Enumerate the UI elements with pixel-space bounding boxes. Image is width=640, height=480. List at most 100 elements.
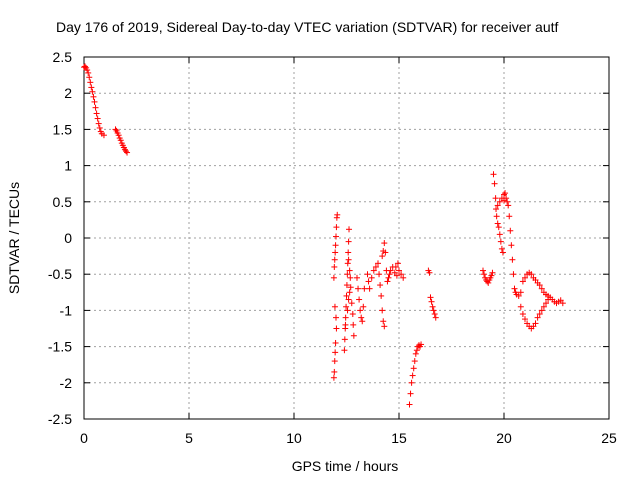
x-axis-label: GPS time / hours bbox=[292, 458, 399, 474]
data-point bbox=[332, 242, 339, 249]
data-point bbox=[333, 314, 339, 321]
data-point bbox=[370, 267, 377, 274]
y-axis-label: SDTVAR / TECUs bbox=[6, 182, 22, 294]
x-tick-label: 10 bbox=[286, 430, 302, 446]
data-point bbox=[488, 272, 495, 279]
data-point bbox=[90, 93, 97, 100]
data-point bbox=[85, 69, 92, 76]
data-point bbox=[501, 191, 507, 198]
data-point bbox=[331, 303, 338, 310]
data-point bbox=[480, 267, 486, 274]
data-point bbox=[333, 224, 340, 231]
data-point bbox=[342, 314, 349, 321]
data-point bbox=[375, 260, 381, 267]
data-point bbox=[84, 67, 91, 74]
y-tick-label: 0.5 bbox=[53, 194, 73, 210]
data-point bbox=[345, 256, 352, 263]
data-point bbox=[496, 198, 503, 205]
data-point bbox=[522, 316, 528, 323]
data-point bbox=[345, 296, 352, 303]
data-point bbox=[394, 260, 401, 267]
data-point bbox=[93, 110, 100, 117]
data-point bbox=[365, 278, 372, 285]
data-point bbox=[381, 240, 388, 247]
data-point bbox=[428, 298, 435, 305]
data-point bbox=[112, 126, 119, 133]
data-point bbox=[502, 190, 509, 197]
data-point bbox=[481, 271, 488, 278]
y-tick-label: 1 bbox=[64, 158, 72, 174]
data-point bbox=[431, 311, 438, 318]
data-point bbox=[343, 303, 350, 310]
data-point bbox=[507, 227, 514, 234]
data-point bbox=[95, 120, 102, 127]
data-point bbox=[384, 278, 391, 285]
data-point bbox=[432, 314, 439, 321]
data-point bbox=[376, 271, 383, 278]
data-point bbox=[115, 132, 122, 139]
data-point bbox=[392, 263, 399, 270]
data-point bbox=[515, 292, 522, 299]
data-point bbox=[350, 332, 357, 339]
data-point bbox=[508, 242, 515, 249]
data-point bbox=[331, 256, 338, 263]
y-tick-label: -2 bbox=[60, 375, 73, 391]
data-point bbox=[344, 307, 351, 314]
data-point bbox=[540, 303, 547, 310]
chart-title: Day 176 of 2019, Sidereal Day-to-day VTE… bbox=[56, 19, 559, 35]
data-point bbox=[396, 267, 402, 274]
data-point bbox=[497, 238, 504, 245]
data-point bbox=[430, 307, 437, 314]
y-tick-label: 2 bbox=[64, 85, 72, 101]
data-point bbox=[355, 285, 362, 292]
data-point bbox=[379, 307, 386, 314]
data-point bbox=[368, 274, 375, 281]
data-point bbox=[341, 336, 348, 343]
data-point bbox=[393, 272, 400, 279]
data-point bbox=[489, 269, 496, 276]
data-point bbox=[378, 292, 385, 299]
data-point bbox=[347, 284, 354, 291]
y-tick-label: 1.5 bbox=[53, 121, 73, 137]
data-point bbox=[511, 285, 518, 292]
y-tick-label: -2.5 bbox=[48, 411, 72, 427]
data-point bbox=[91, 98, 98, 105]
data-point bbox=[496, 231, 503, 238]
data-point bbox=[100, 132, 107, 139]
data-point bbox=[501, 197, 507, 204]
data-point bbox=[354, 274, 360, 281]
data-point bbox=[412, 350, 419, 357]
data-point bbox=[361, 285, 368, 292]
data-point bbox=[346, 267, 353, 274]
data-point bbox=[96, 124, 103, 131]
data-point bbox=[409, 372, 416, 379]
data-point bbox=[357, 307, 364, 314]
data-point bbox=[429, 303, 436, 310]
data-point bbox=[536, 311, 543, 318]
data-point bbox=[485, 279, 492, 286]
data-point bbox=[538, 307, 545, 314]
data-point bbox=[519, 278, 526, 285]
data-point bbox=[92, 104, 99, 111]
data-point bbox=[427, 294, 434, 301]
data-point bbox=[381, 323, 388, 330]
y-tick-label: 2.5 bbox=[53, 49, 73, 65]
data-point bbox=[377, 282, 384, 289]
data-point bbox=[341, 347, 348, 354]
data-point bbox=[366, 285, 373, 292]
data-point bbox=[510, 271, 517, 278]
data-point bbox=[343, 282, 350, 289]
data-point bbox=[124, 149, 131, 156]
data-point bbox=[117, 137, 124, 144]
data-point bbox=[331, 368, 338, 375]
data-point bbox=[345, 238, 352, 245]
data-point bbox=[493, 213, 500, 220]
data-point bbox=[344, 271, 351, 278]
data-point bbox=[413, 347, 420, 354]
data-point bbox=[332, 339, 339, 346]
data-point bbox=[493, 206, 500, 213]
data-point bbox=[504, 198, 511, 205]
data-point bbox=[349, 311, 356, 318]
data-point bbox=[356, 296, 363, 303]
data-point bbox=[94, 115, 101, 122]
